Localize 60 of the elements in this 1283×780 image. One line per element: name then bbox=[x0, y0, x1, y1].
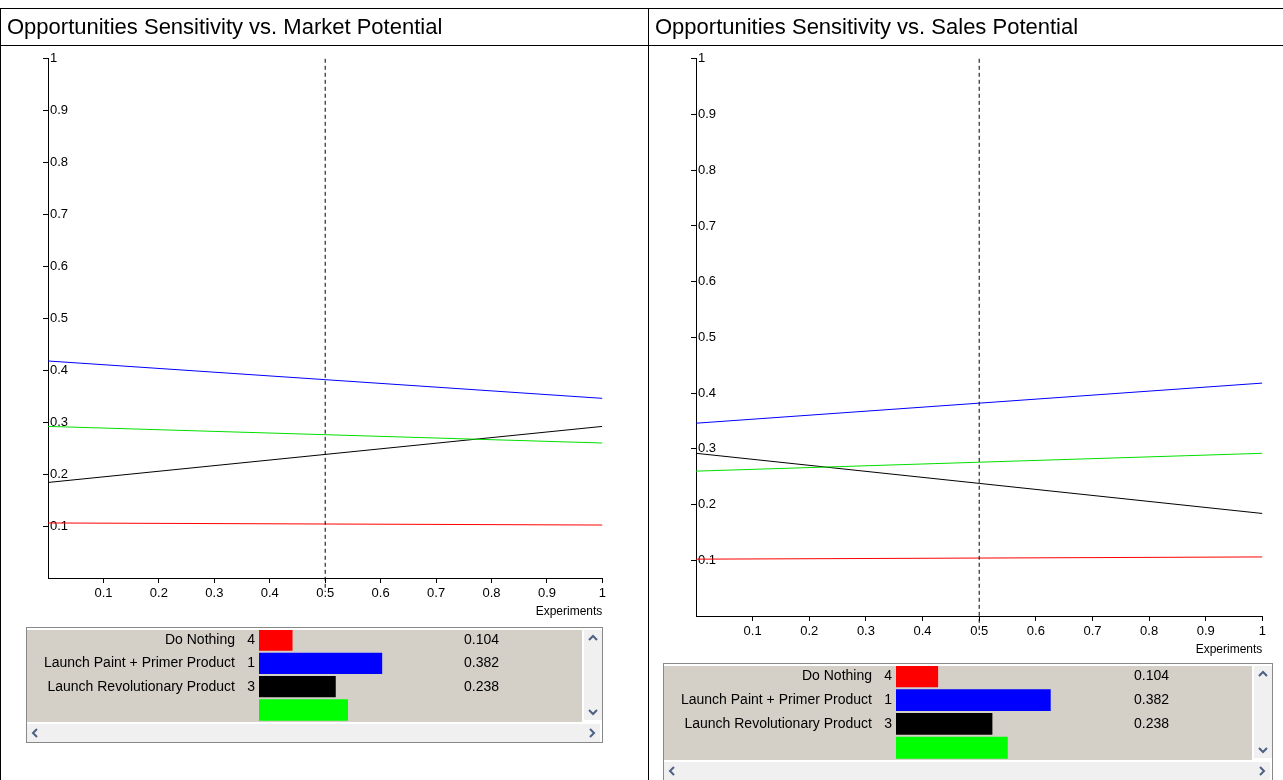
x-tick-label: 0.2 bbox=[149, 585, 168, 601]
y-tick-label: 0.3 bbox=[50, 413, 69, 429]
y-tick-label: 0.3 bbox=[698, 440, 717, 456]
y-tick-label: 0.2 bbox=[50, 465, 69, 481]
x-axis-title: Experiments bbox=[535, 604, 603, 619]
x-tick-label: 1 bbox=[1258, 623, 1266, 639]
y-tick-label: Do Nothing bbox=[801, 667, 872, 684]
x-tick-label: 0.5 bbox=[316, 585, 335, 601]
y-tick-label: 0.6 bbox=[50, 258, 69, 274]
x-tick-label: 0.6 bbox=[371, 585, 390, 601]
y-tick-label: 0.8 bbox=[50, 154, 69, 170]
x-tick-label: 0.1 bbox=[743, 623, 762, 639]
y-tick-label: 0.5 bbox=[698, 328, 717, 344]
y-tick-label: 0.1 bbox=[50, 517, 69, 533]
data-label: 0.238 bbox=[1134, 714, 1170, 731]
x-tick-label: 0.9 bbox=[537, 585, 556, 601]
y-tick-label: Launch Paint + Primer Product bbox=[680, 690, 873, 707]
y-tick-label: 0.4 bbox=[50, 361, 69, 377]
data-label: 0.238 bbox=[464, 677, 500, 694]
text: 1 bbox=[884, 690, 893, 707]
text: 3 bbox=[884, 714, 893, 731]
y-tick-label: 1 bbox=[50, 50, 58, 66]
y-tick-label: 0.8 bbox=[698, 161, 717, 177]
x-tick-label: 0.8 bbox=[482, 585, 501, 601]
y-tick-label: Do Nothing bbox=[164, 630, 235, 647]
text: 1 bbox=[247, 654, 256, 671]
x-tick-label: 0.7 bbox=[427, 585, 446, 601]
x-tick-label: 0.6 bbox=[1026, 623, 1045, 639]
y-tick-label: 1 bbox=[698, 50, 706, 66]
x-tick-label: 0.5 bbox=[970, 623, 989, 639]
y-tick-label: 0.7 bbox=[698, 217, 717, 233]
x-tick-label: 0.8 bbox=[1140, 623, 1159, 639]
text: 4 bbox=[884, 667, 893, 684]
data-label: 0.104 bbox=[464, 630, 500, 647]
chart-title: Opportunities Sensitivity vs. Market Potential bbox=[1, 9, 648, 46]
y-tick-label: 0.9 bbox=[698, 106, 717, 122]
x-tick-label: 0.4 bbox=[260, 585, 279, 601]
x-tick-label: 0.4 bbox=[913, 623, 932, 639]
data-label: 0.104 bbox=[1134, 667, 1170, 684]
y-tick-label: 0.7 bbox=[50, 206, 69, 222]
data-label: 0.382 bbox=[1134, 690, 1170, 707]
y-tick-label: 0.2 bbox=[698, 496, 717, 512]
y-tick-label: 0.6 bbox=[698, 273, 717, 289]
y-tick-label: Launch Paint + Primer Product bbox=[43, 654, 236, 671]
x-tick-label: 0.9 bbox=[1196, 623, 1215, 639]
y-tick-label: 0.9 bbox=[50, 102, 69, 118]
chart-title: Opportunities Sensitivity vs. Sales Potential bbox=[649, 9, 1283, 46]
text: 3 bbox=[247, 677, 256, 694]
x-tick-label: 0.7 bbox=[1083, 623, 1102, 639]
x-axis-title: Experiments bbox=[1195, 642, 1263, 657]
data-label: 0.382 bbox=[464, 654, 500, 671]
x-tick-label: 0.3 bbox=[205, 585, 224, 601]
x-tick-label: 1 bbox=[598, 585, 606, 601]
y-tick-label: 0.5 bbox=[50, 309, 69, 325]
y-tick-label: Launch Revolutionary Product bbox=[684, 714, 873, 731]
x-tick-label: 0.2 bbox=[800, 623, 819, 639]
x-tick-label: 0.1 bbox=[94, 585, 113, 601]
y-tick-label: 0.4 bbox=[698, 384, 717, 400]
text: 4 bbox=[247, 630, 256, 647]
y-tick-label: Launch Revolutionary Product bbox=[47, 677, 236, 694]
